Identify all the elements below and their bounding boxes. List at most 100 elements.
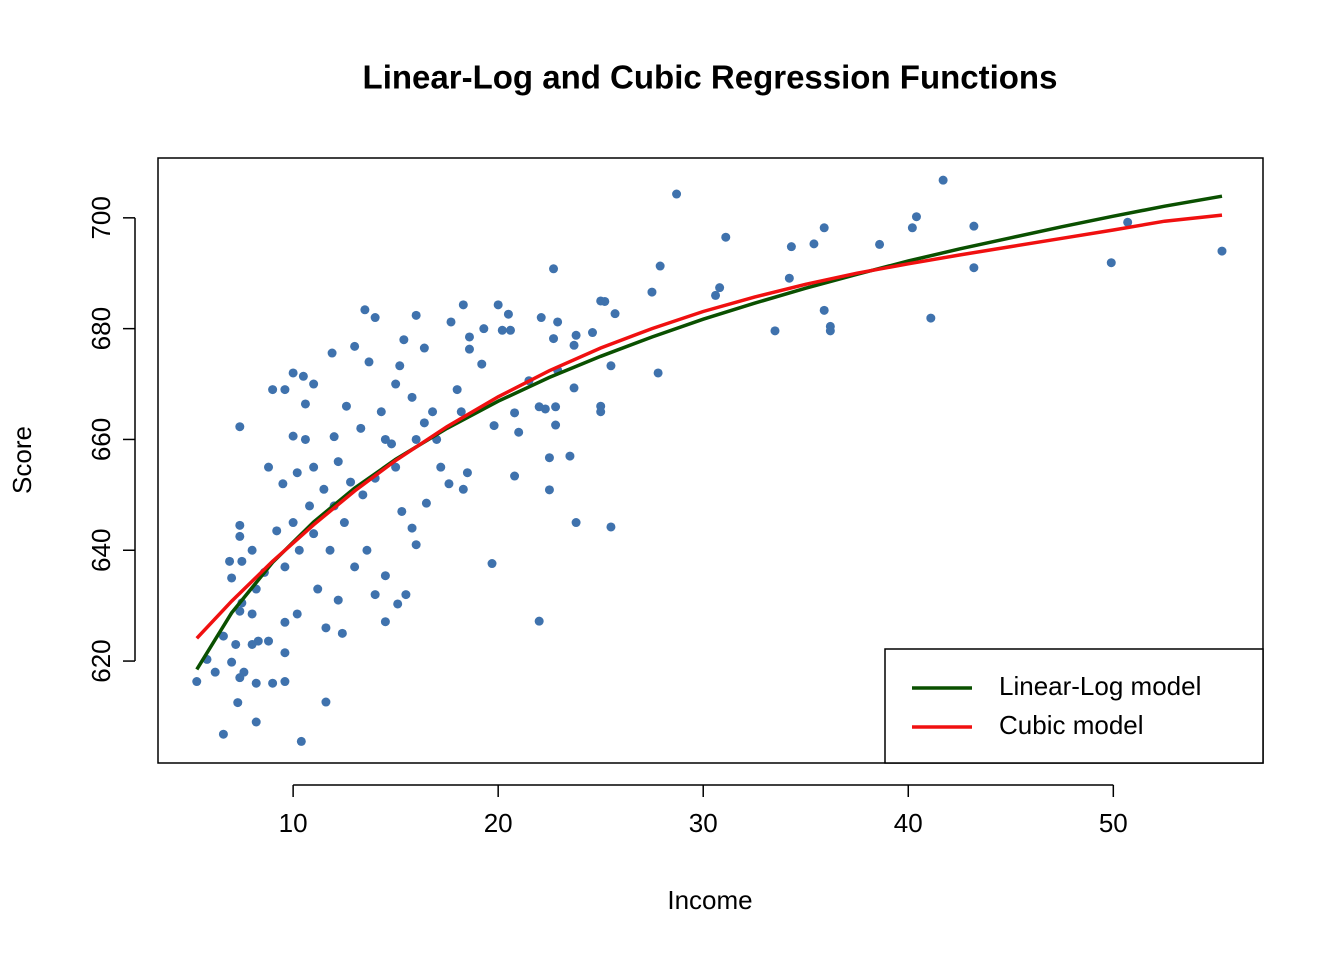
legend-box bbox=[884, 648, 1264, 764]
point bbox=[325, 545, 335, 555]
point bbox=[514, 427, 524, 437]
point bbox=[479, 324, 489, 334]
point bbox=[313, 584, 323, 594]
point bbox=[1106, 258, 1116, 268]
point bbox=[534, 616, 544, 626]
point bbox=[510, 408, 520, 418]
point bbox=[300, 434, 310, 444]
point bbox=[407, 392, 417, 402]
point bbox=[364, 357, 374, 367]
point bbox=[278, 479, 288, 489]
point bbox=[235, 673, 245, 683]
point bbox=[268, 678, 278, 688]
point bbox=[380, 617, 390, 627]
point bbox=[553, 317, 563, 327]
point bbox=[247, 545, 257, 555]
point bbox=[565, 451, 575, 461]
point bbox=[672, 189, 682, 199]
point bbox=[272, 526, 282, 536]
point bbox=[411, 540, 421, 550]
point bbox=[819, 305, 829, 315]
point bbox=[294, 545, 304, 555]
x-tick-label: 20 bbox=[484, 808, 513, 838]
point bbox=[231, 639, 241, 649]
point bbox=[606, 361, 616, 371]
point bbox=[329, 432, 339, 442]
point bbox=[428, 407, 438, 417]
point bbox=[549, 334, 559, 344]
point bbox=[419, 418, 429, 428]
point bbox=[309, 462, 319, 472]
point bbox=[300, 399, 310, 409]
point bbox=[264, 462, 274, 472]
point bbox=[819, 223, 829, 233]
legend-label: Cubic model bbox=[999, 710, 1144, 740]
point bbox=[464, 344, 474, 354]
point bbox=[380, 434, 390, 444]
point bbox=[610, 309, 620, 319]
point bbox=[218, 631, 228, 641]
point bbox=[399, 335, 409, 345]
point bbox=[436, 462, 446, 472]
x-tick-label: 10 bbox=[279, 808, 308, 838]
point bbox=[1123, 217, 1133, 227]
point bbox=[309, 379, 319, 389]
point bbox=[458, 484, 468, 494]
x-tick-label: 40 bbox=[894, 808, 923, 838]
point bbox=[647, 287, 657, 297]
point bbox=[446, 317, 456, 327]
point bbox=[452, 385, 462, 395]
point bbox=[360, 305, 370, 315]
point bbox=[401, 590, 411, 600]
point bbox=[462, 468, 472, 478]
x-tick-label: 50 bbox=[1099, 808, 1128, 838]
point bbox=[715, 283, 725, 293]
point bbox=[444, 479, 454, 489]
point bbox=[251, 678, 261, 688]
point bbox=[421, 498, 431, 508]
point bbox=[288, 368, 298, 378]
point bbox=[233, 698, 243, 708]
x-axis-label: Income bbox=[667, 885, 752, 915]
point bbox=[711, 290, 721, 300]
point bbox=[809, 239, 819, 249]
point bbox=[497, 325, 507, 335]
point bbox=[380, 571, 390, 581]
y-tick-label: 640 bbox=[86, 529, 116, 572]
point bbox=[305, 501, 315, 511]
point bbox=[407, 523, 417, 533]
point bbox=[969, 221, 979, 231]
fit-line bbox=[195, 194, 1223, 671]
point bbox=[907, 223, 917, 233]
point bbox=[544, 485, 554, 495]
point bbox=[210, 667, 220, 677]
point bbox=[235, 606, 245, 616]
y-axis-label: Score bbox=[7, 426, 37, 494]
point bbox=[536, 313, 546, 323]
point bbox=[247, 609, 257, 619]
point bbox=[569, 383, 579, 393]
point bbox=[319, 484, 329, 494]
point bbox=[784, 273, 794, 283]
point bbox=[786, 242, 796, 252]
point bbox=[280, 648, 290, 658]
point bbox=[350, 562, 360, 572]
point bbox=[911, 212, 921, 222]
point bbox=[356, 423, 366, 433]
point bbox=[321, 623, 331, 633]
y-tick-label: 680 bbox=[86, 307, 116, 350]
point bbox=[227, 657, 237, 667]
point bbox=[464, 332, 474, 342]
point bbox=[411, 310, 421, 320]
point bbox=[395, 361, 405, 371]
point bbox=[251, 717, 261, 727]
point bbox=[333, 595, 343, 605]
point bbox=[339, 518, 349, 528]
point bbox=[938, 175, 948, 185]
point bbox=[264, 636, 274, 646]
point bbox=[571, 330, 581, 340]
point bbox=[653, 368, 663, 378]
point bbox=[596, 296, 606, 306]
point bbox=[540, 404, 550, 414]
point bbox=[346, 477, 356, 487]
